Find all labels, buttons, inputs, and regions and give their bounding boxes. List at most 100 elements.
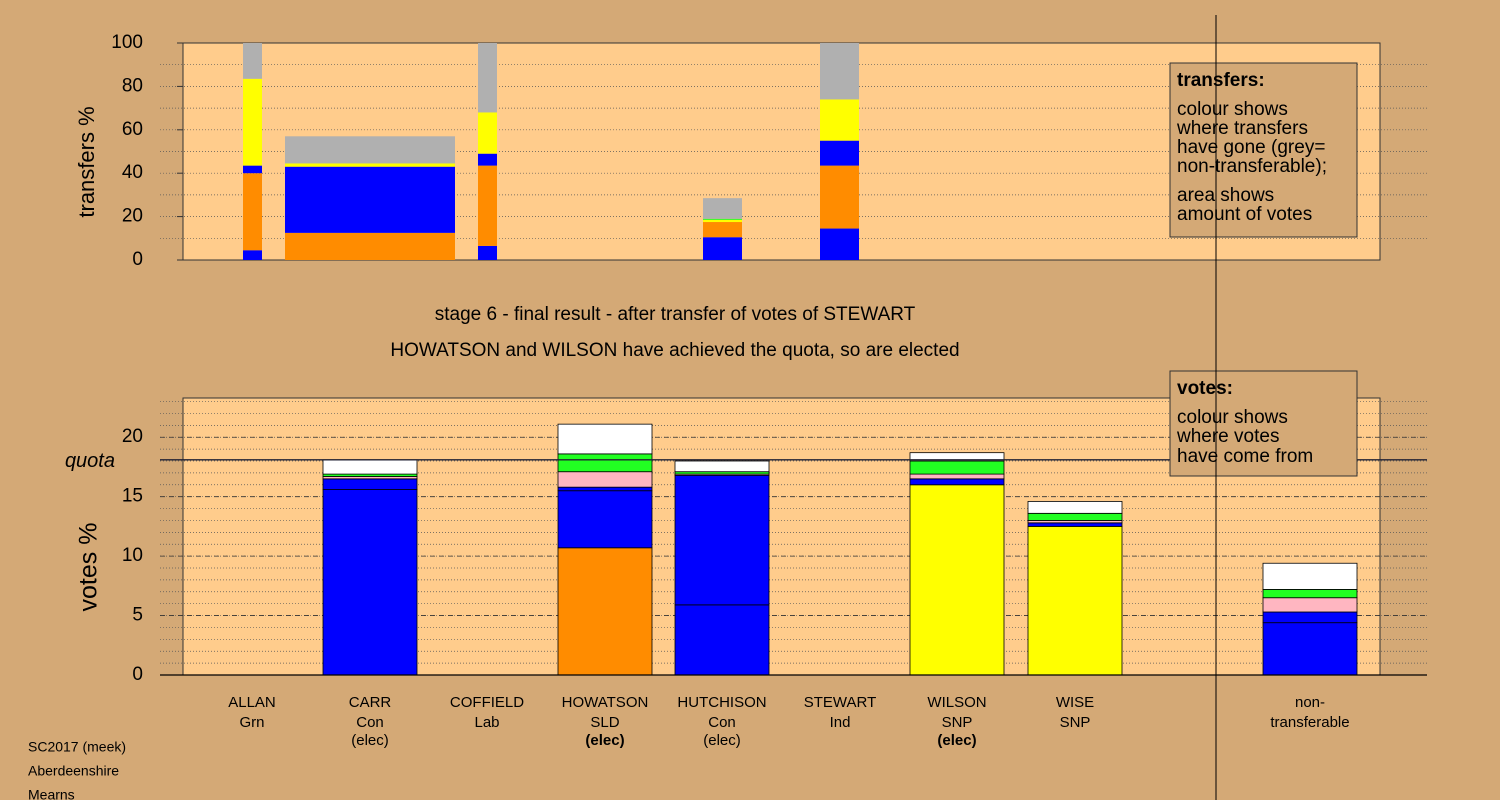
x-tick-label: SNP — [1060, 714, 1091, 731]
bar-segment — [674, 604, 770, 676]
legend-line: where votes — [1176, 426, 1279, 447]
x-tick-label: SNP — [942, 714, 973, 731]
legend-line: area shows — [1177, 185, 1274, 206]
bar-segment — [478, 112, 497, 154]
bar-segment — [285, 136, 455, 164]
bar-segment — [1027, 512, 1123, 521]
bar-segment — [909, 473, 1005, 480]
bar-segment — [1262, 589, 1358, 599]
bar-segment — [285, 166, 455, 233]
bar-segment — [909, 484, 1005, 676]
legend-title: transfers: — [1177, 70, 1265, 91]
bar-segment — [703, 198, 742, 219]
y-tick-label: 0 — [132, 664, 143, 685]
bar-segment — [557, 490, 653, 549]
bar-segment — [703, 222, 742, 238]
x-tick-label: (elec) — [703, 732, 741, 749]
x-tick-label: (elec) — [585, 732, 624, 749]
bar-segment — [820, 228, 859, 260]
x-tick-label: WILSON — [927, 694, 986, 711]
bar-segment — [820, 99, 859, 141]
quota-label: quota — [65, 450, 115, 472]
bar-segment — [557, 423, 653, 455]
y-tick-label: 60 — [122, 119, 143, 140]
footer-line: Mearns — [28, 787, 75, 800]
bar-segment — [322, 459, 418, 475]
footer-line: Aberdeenshire — [28, 763, 119, 779]
x-tick-label: CARR — [349, 694, 392, 711]
legend-line: have gone (grey= — [1177, 137, 1325, 158]
legend-title: votes: — [1177, 378, 1233, 399]
legend-line: non-transferable); — [1177, 156, 1327, 177]
y-tick-label: 15 — [122, 486, 143, 507]
x-tick-label: Lab — [474, 714, 499, 731]
bar-segment — [1027, 501, 1123, 514]
footer-line: SC2017 (meek) — [28, 739, 126, 755]
legend-line: colour shows — [1177, 99, 1288, 120]
bar-segment — [1027, 525, 1123, 676]
bar-segment — [557, 547, 653, 676]
y-tick-label: 5 — [132, 605, 143, 626]
bar-segment — [478, 153, 497, 166]
bar-segment — [557, 471, 653, 488]
y-tick-label: 0 — [132, 249, 143, 270]
x-tick-label: non- — [1295, 694, 1325, 711]
x-tick-label: (elec) — [937, 732, 976, 749]
x-tick-label: Con — [356, 714, 384, 731]
legend-box — [1169, 370, 1358, 477]
chart-title: stage 6 - final result - after transfer … — [435, 304, 916, 325]
bar-segment — [909, 452, 1005, 462]
bar-segment — [1262, 611, 1358, 624]
bar-segment — [1262, 562, 1358, 590]
x-tick-label: (elec) — [351, 732, 389, 749]
x-tick-label: SLD — [590, 714, 619, 731]
bar-segment — [285, 232, 455, 260]
x-tick-label: Ind — [830, 714, 851, 731]
legend-line: where transfers — [1176, 118, 1308, 139]
bar-segment — [1262, 597, 1358, 613]
bar-segment — [243, 250, 262, 260]
bar-segment — [703, 237, 742, 260]
x-tick-label: WISE — [1056, 694, 1094, 711]
bar-segment — [557, 453, 653, 473]
bar-segment — [820, 43, 859, 100]
bar-segment — [820, 140, 859, 166]
bar-segment — [674, 460, 770, 473]
x-tick-label: STEWART — [804, 694, 877, 711]
bar-segment — [478, 245, 497, 260]
y-tick-label: 80 — [122, 75, 143, 96]
bar-segment — [285, 163, 455, 167]
y-tick-label: 20 — [122, 426, 143, 447]
bar-segment — [243, 43, 262, 79]
x-tick-label: HOWATSON — [562, 694, 649, 711]
y-axis-label: votes % — [75, 523, 103, 612]
bar-segment — [243, 173, 262, 251]
x-tick-label: Con — [708, 714, 736, 731]
bar-segment — [909, 460, 1005, 475]
bar-segment — [322, 489, 418, 676]
legend-line: colour shows — [1177, 407, 1288, 428]
bar-segment — [478, 165, 497, 246]
x-tick-label: Grn — [239, 714, 264, 731]
chart-subtitle: HOWATSON and WILSON have achieved the qu… — [390, 340, 959, 361]
x-tick-label: ALLAN — [228, 694, 276, 711]
bar-segment — [557, 486, 653, 492]
bar-segment — [1262, 622, 1358, 676]
y-tick-label: 20 — [122, 206, 143, 227]
y-tick-label: 100 — [111, 32, 143, 53]
x-tick-label: HUTCHISON — [677, 694, 766, 711]
bar-segment — [322, 478, 418, 490]
y-axis-label: transfers % — [74, 106, 99, 217]
legend-box — [1169, 62, 1358, 238]
bar-segment — [909, 478, 1005, 486]
y-tick-label: 40 — [122, 162, 143, 183]
bar-segment — [703, 218, 742, 220]
bar-segment — [674, 474, 770, 606]
x-tick-label: transferable — [1270, 714, 1349, 731]
bar-segment — [478, 43, 497, 113]
bar-segment — [243, 165, 262, 174]
bar-segment — [243, 78, 262, 166]
legend-line: have come from — [1177, 446, 1313, 467]
bar-segment — [703, 219, 742, 223]
